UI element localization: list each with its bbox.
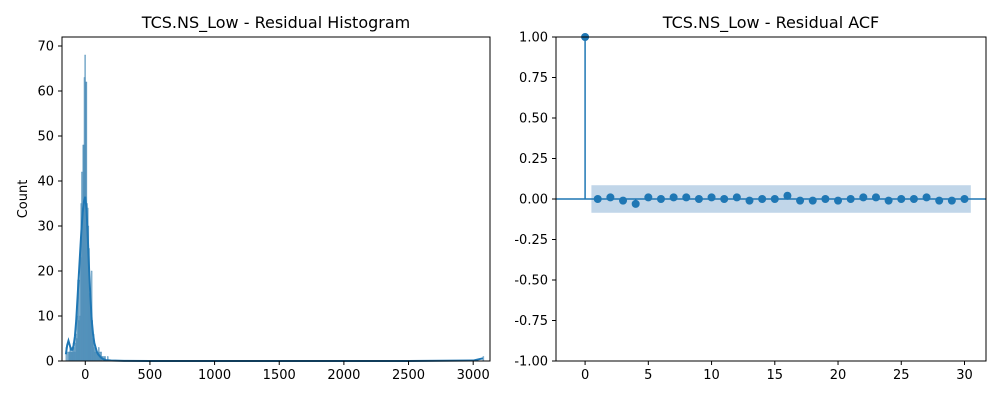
x-tick-label: 2000 [327,368,360,383]
acf-point [960,195,969,203]
acf-point [770,195,779,203]
kde-line [64,196,484,362]
y-tick-label: 10 [37,310,54,325]
acf-point [606,193,615,202]
acf-point [935,196,944,205]
acf-point [859,193,868,202]
y-tick-label: 30 [37,220,54,235]
acf-point [619,196,628,205]
acf-point [821,195,830,203]
histogram-x-ticks: 0 500 1000 1500 2000 2500 3000 [81,361,490,383]
histogram-bar [482,356,485,362]
y-tick-label: -1.00 [514,355,548,370]
acf-y-ticks: -1.00 -0.75 -0.50 -0.25 0.00 0.25 0.50 0.75 1.00 [514,31,556,370]
acf-title: TCS.NS_Low - Residual ACF [662,13,880,33]
y-tick-label: 60 [37,85,54,100]
x-tick-label: 20 [830,368,847,383]
y-tick-label: -0.25 [514,233,548,248]
x-tick-label: 15 [767,368,784,383]
acf-point [694,195,703,203]
acf-point [834,196,843,205]
acf-point [593,195,602,203]
x-tick-label: 3000 [457,368,490,383]
y-tick-label: 40 [37,175,54,190]
histogram-panel: TCS.NS_Low - Residual Histogram Count 0 5… [16,13,491,383]
histogram-bar [66,351,69,362]
y-tick-label: 0 [46,355,54,370]
acf-point [720,195,729,203]
y-tick-label: 20 [37,265,54,280]
x-tick-label: 10 [703,368,720,383]
acf-point [846,195,855,203]
x-tick-label: 500 [138,368,163,383]
histogram-title: TCS.NS_Low - Residual Histogram [141,13,410,33]
acf-axes-frame [555,36,987,362]
y-tick-label: 70 [37,40,54,55]
acf-point [732,193,741,202]
y-tick-label: -0.50 [514,274,548,289]
acf-point [884,196,893,205]
acf-point [871,193,880,202]
y-tick-label: 0.25 [519,152,548,167]
acf-point [808,196,817,205]
x-tick-label: 1500 [263,368,296,383]
histogram-y-ticks: 0 10 20 30 40 50 60 70 [37,40,62,370]
acf-stems [584,37,953,204]
acf-point [909,195,918,203]
acf-point [783,191,792,200]
acf-point [669,193,678,202]
acf-point [758,195,767,203]
y-tick-label: 0.75 [519,71,548,86]
acf-point [631,199,640,208]
y-tick-label: 0.50 [519,112,548,127]
acf-point [745,196,754,205]
acf-point [796,196,805,205]
x-tick-label: 30 [956,368,973,383]
y-tick-label: 50 [37,130,54,145]
x-tick-label: 25 [893,368,910,383]
acf-points [581,33,969,208]
acf-point [947,196,956,205]
acf-point [707,193,716,202]
y-tick-label: 1.00 [519,31,548,46]
acf-panel: TCS.NS_Low - Residual ACF 0 5 10 15 20 25 30 -… [514,13,987,383]
histogram-bars [65,54,485,362]
acf-x-ticks: 0 5 10 15 20 25 30 [581,361,973,383]
x-tick-label: 5 [644,368,652,383]
x-tick-label: 0 [81,368,89,383]
x-tick-label: 2500 [392,368,425,383]
y-tick-label: -0.75 [514,314,548,329]
acf-point [897,195,906,203]
histogram-y-axis-label: Count [16,180,31,219]
acf-point [682,193,691,202]
acf-point [644,193,653,202]
y-tick-label: 0.00 [519,193,548,208]
acf-point [922,193,931,202]
x-tick-label: 1000 [198,368,231,383]
histogram-axes-frame [61,36,491,362]
x-tick-label: 0 [581,368,589,383]
acf-point [656,195,665,203]
